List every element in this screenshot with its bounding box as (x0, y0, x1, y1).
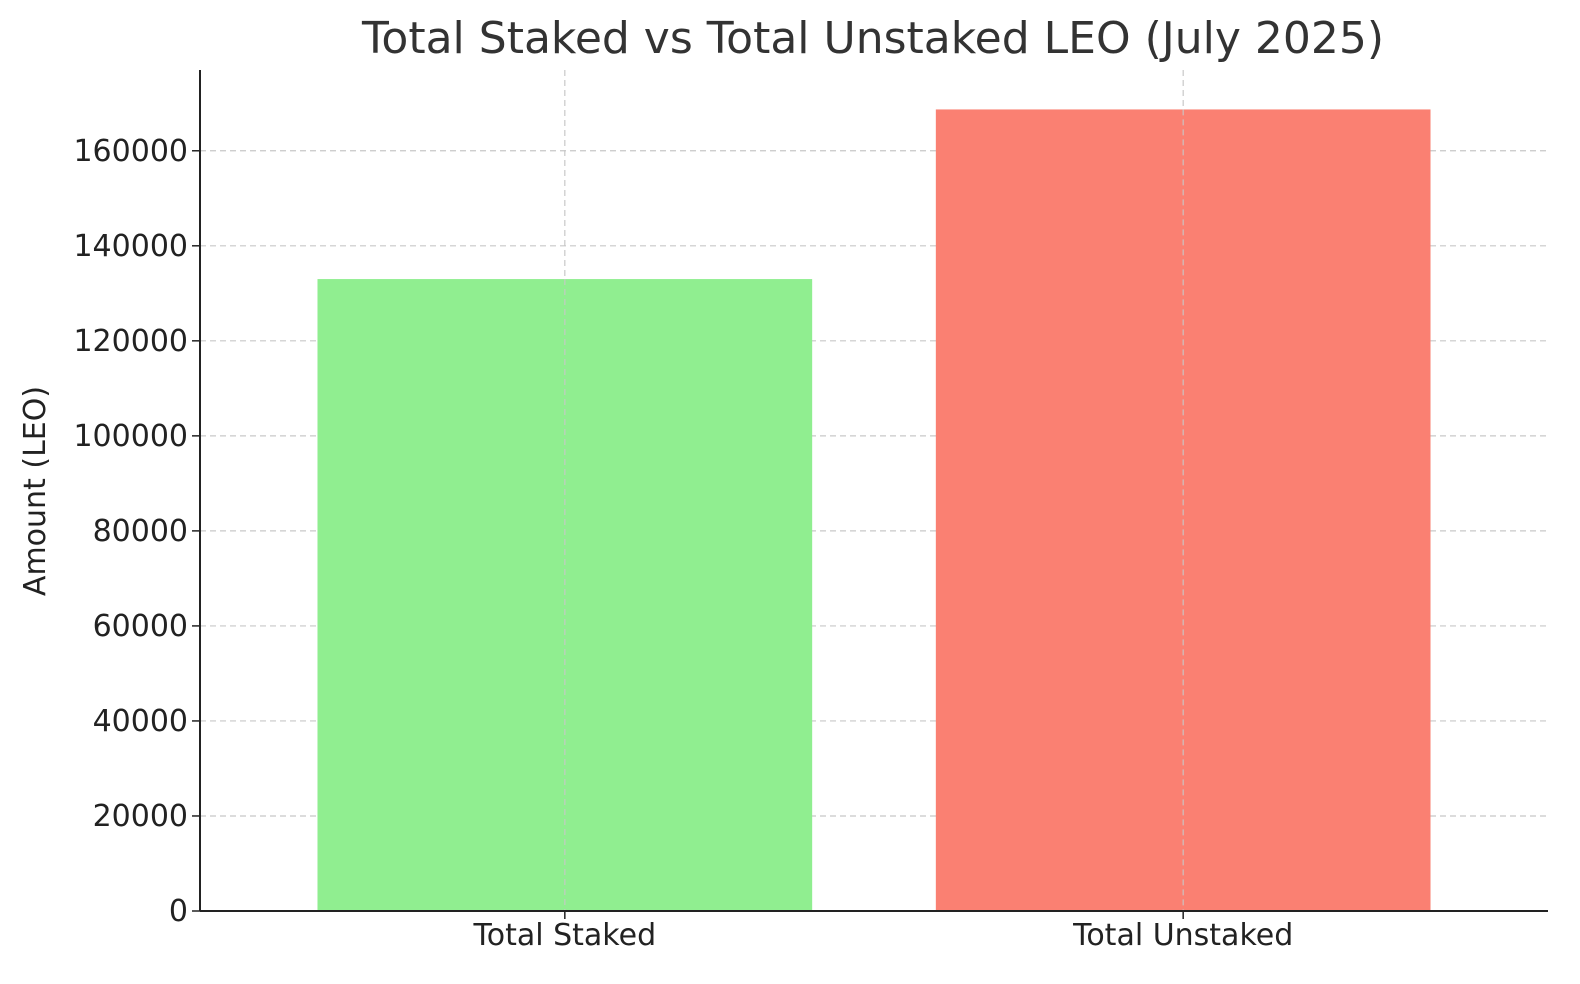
x-tick-label: Total Staked (473, 918, 657, 953)
bars (317, 109, 1431, 912)
y-tick-label: 160000 (73, 134, 188, 169)
axes (199, 70, 1548, 912)
y-tick-label: 140000 (73, 229, 188, 264)
y-axis-label: Amount (LEO) (18, 386, 53, 596)
chart-title: Total Staked vs Total Unstaked LEO (July… (361, 13, 1384, 64)
y-axis-ticks: 0 20000 40000 60000 80000 100000 120000 140000 1… (73, 134, 200, 929)
x-axis-ticks: Total Staked Total Unstaked (473, 911, 1293, 953)
y-tick-label: 80000 (93, 514, 188, 549)
y-tick-label: 100000 (73, 419, 188, 454)
y-tick-label: 20000 (93, 799, 188, 834)
y-tick-label: 60000 (93, 609, 188, 644)
y-tick-label: 0 (169, 894, 188, 929)
y-tick-label: 40000 (93, 704, 188, 739)
x-tick-label: Total Unstaked (1072, 918, 1293, 953)
y-tick-label: 120000 (73, 324, 188, 359)
